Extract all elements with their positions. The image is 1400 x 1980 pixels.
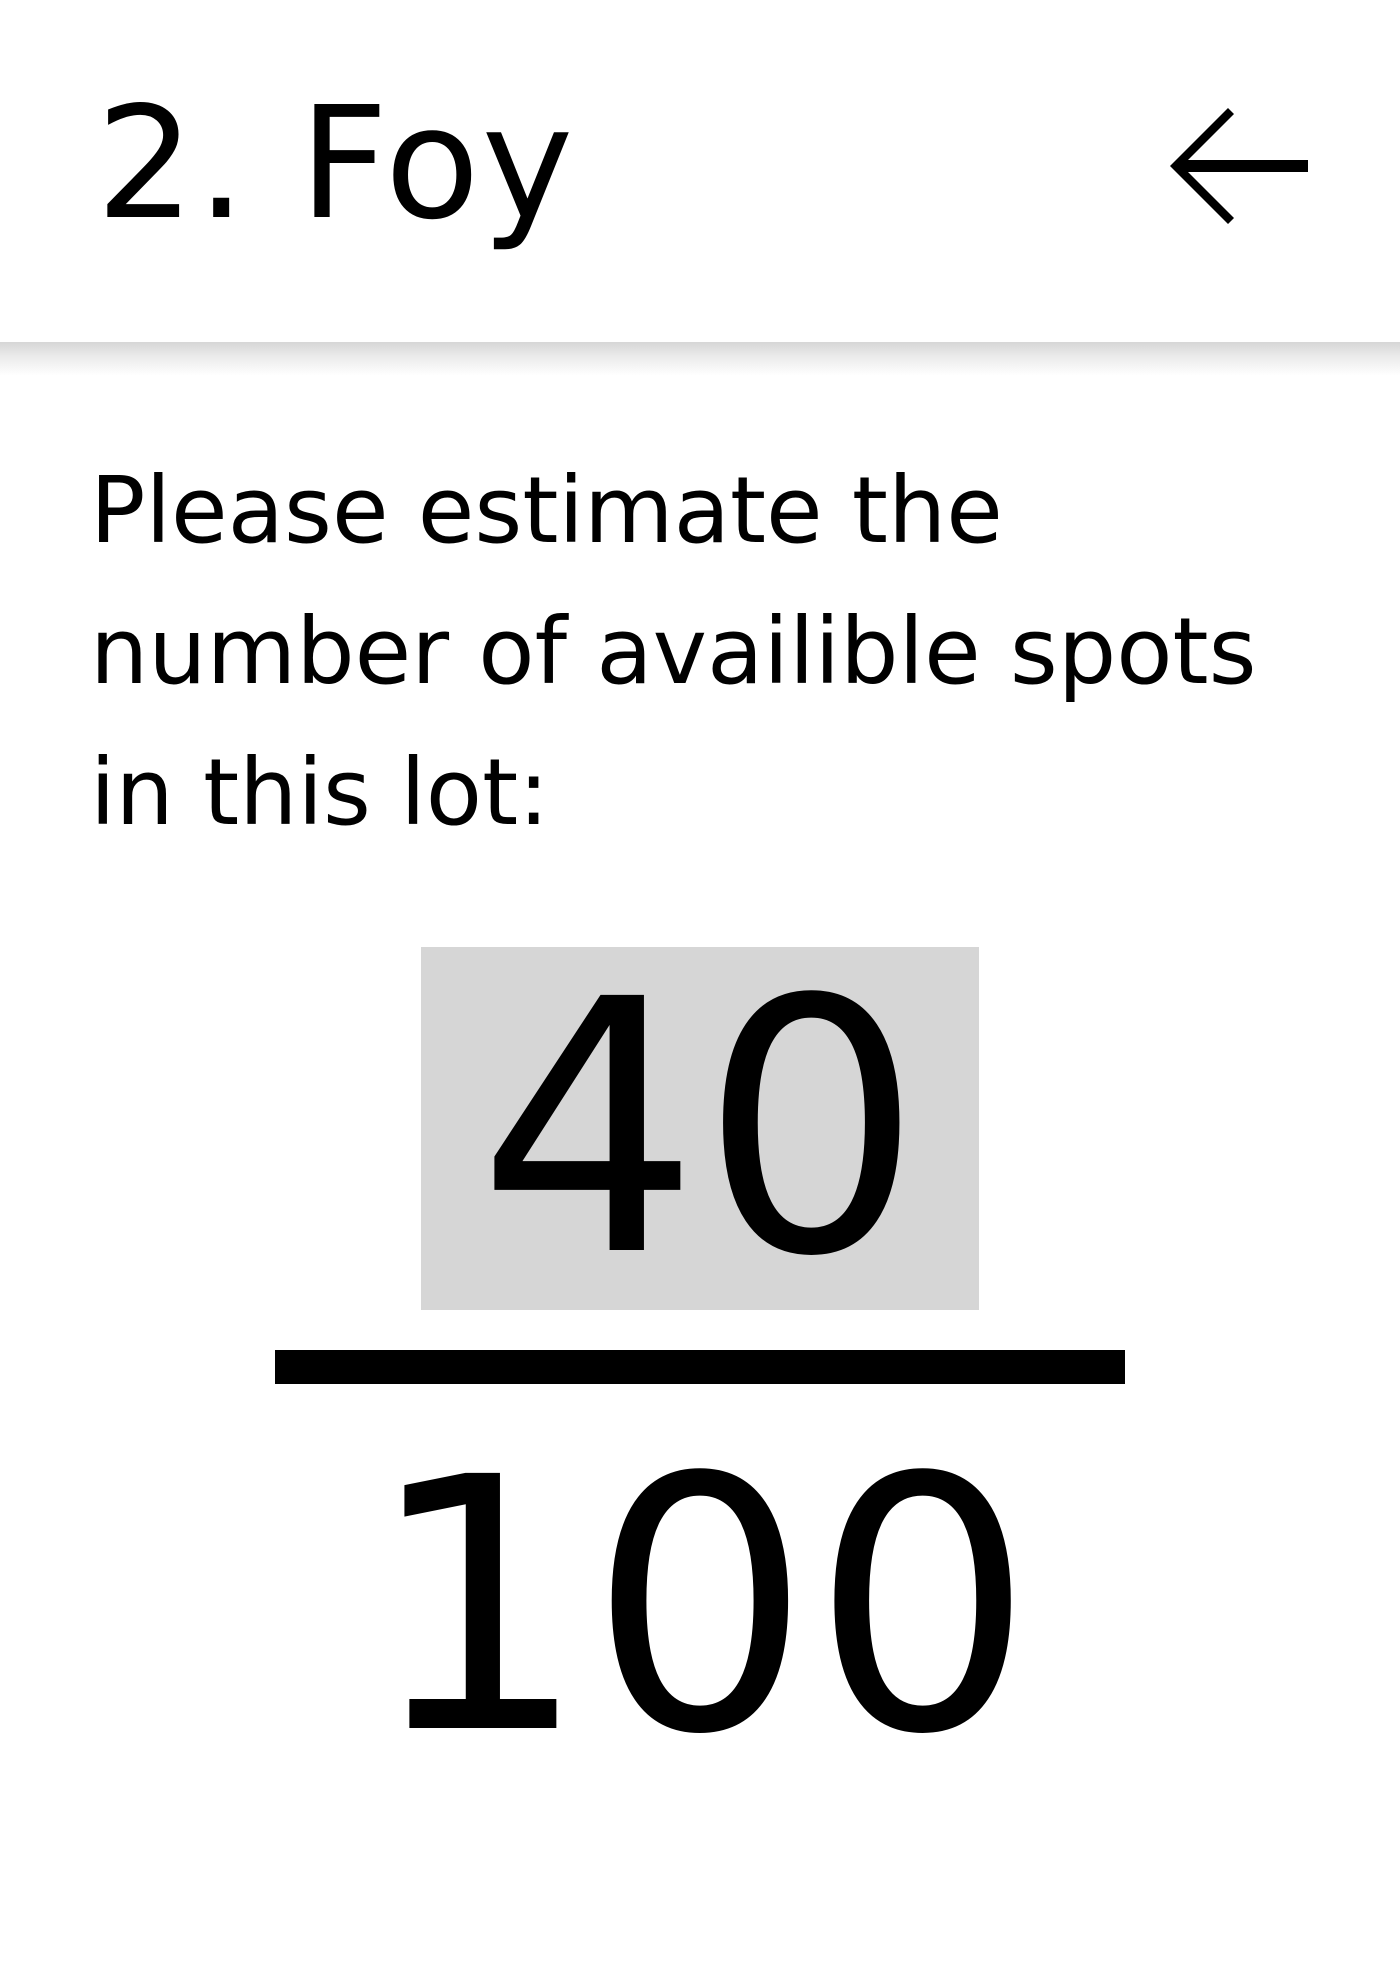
total-spots: 100 xyxy=(365,1403,1035,1811)
app-header: 2. Foy xyxy=(0,0,1400,342)
spots-estimate-input[interactable]: 40 xyxy=(421,947,979,1310)
fraction-bar xyxy=(275,1350,1125,1384)
arrow-left-icon xyxy=(1170,108,1308,224)
estimate-prompt: Please estimate the number of availible … xyxy=(90,457,1257,846)
back-button[interactable] xyxy=(1140,92,1320,248)
header-shadow xyxy=(0,342,1400,376)
page-title: 2. Foy xyxy=(96,73,576,254)
spots-estimate-value: 40 xyxy=(477,924,923,1333)
